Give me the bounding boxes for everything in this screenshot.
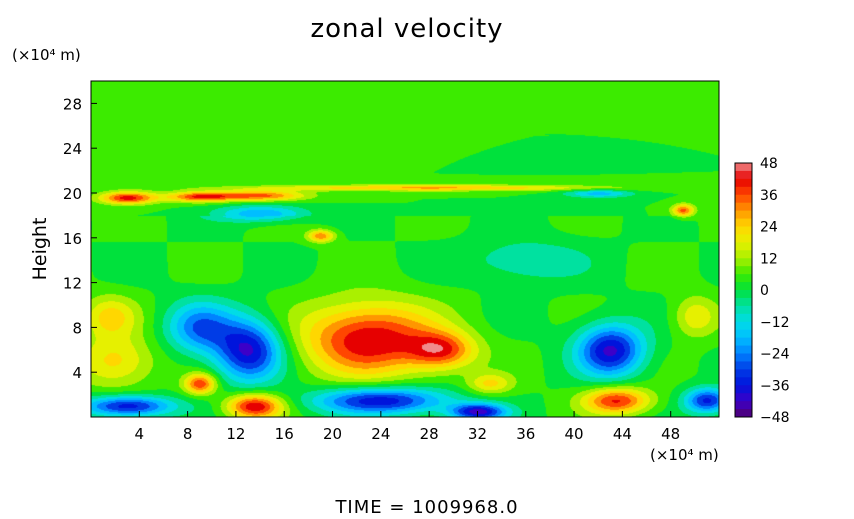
colorbar-tick-label: −24 xyxy=(760,347,790,363)
colorbar-band xyxy=(735,266,752,275)
colorbar-band xyxy=(735,186,752,196)
x-tick-label: 16 xyxy=(275,425,294,443)
colorbar-band xyxy=(735,385,752,394)
colorbar-band xyxy=(735,329,752,339)
y-axis-unit: (×10⁴ m) xyxy=(12,46,81,64)
colorbar-band xyxy=(735,202,752,212)
colorbar-band xyxy=(735,163,752,172)
time-readout: TIME = 1009968.0 xyxy=(0,497,854,518)
x-tick-label: 48 xyxy=(661,425,680,443)
heatmap-image xyxy=(91,81,719,417)
colorbar-tick-label: 36 xyxy=(760,188,778,204)
colorbar-band xyxy=(735,258,752,267)
x-tick-label: 44 xyxy=(613,425,632,443)
colorbar-band xyxy=(735,274,752,283)
x-tick-label: 36 xyxy=(516,425,535,443)
time-value: 1009968.0 xyxy=(412,497,519,518)
x-tick-label: 4 xyxy=(135,425,145,443)
colorbar-tick-label: 48 xyxy=(760,156,778,172)
colorbar-band xyxy=(735,369,752,378)
colorbar-band xyxy=(735,194,752,204)
colorbar-band xyxy=(735,297,752,307)
x-tick-label: 40 xyxy=(565,425,584,443)
y-tick-label: 16 xyxy=(63,230,82,248)
colorbar-band xyxy=(735,361,752,370)
colorbar-band xyxy=(735,250,752,259)
y-tick-label: 24 xyxy=(63,140,82,158)
colorbar-band xyxy=(735,234,752,243)
colorbar-band xyxy=(735,337,752,347)
colorbar-band xyxy=(735,321,752,331)
x-tick-label: 12 xyxy=(226,425,245,443)
colorbar-band xyxy=(735,170,752,180)
y-tick-label: 28 xyxy=(63,95,82,113)
y-ticks: 4 8 12 16 20 24 28 xyxy=(63,95,97,382)
plot-frame xyxy=(90,80,720,418)
colorbar-band xyxy=(735,305,752,315)
x-tick-label: 8 xyxy=(183,425,193,443)
colorbar-band xyxy=(735,345,752,354)
x-tick-label: 24 xyxy=(371,425,390,443)
colorbar-tick-label: −48 xyxy=(760,410,790,426)
y-tick-label: 8 xyxy=(72,319,82,337)
colorbar-tick-label: −36 xyxy=(760,378,790,394)
time-equals: = xyxy=(389,497,406,518)
x-axis-unit: (×10⁴ m) xyxy=(650,446,719,464)
colorbar-tick-label: 12 xyxy=(760,251,778,267)
colorbar-band xyxy=(735,377,752,386)
y-tick-label: 20 xyxy=(63,185,82,203)
colorbar-band xyxy=(735,353,752,362)
colorbar-band xyxy=(735,409,752,418)
heatmap-cells xyxy=(91,81,719,417)
colorbar-band xyxy=(735,282,752,291)
colorbar-tick-label: 0 xyxy=(760,283,769,299)
colorbar-tick-label: −12 xyxy=(760,315,790,331)
colorbar-tick-label: 24 xyxy=(760,220,778,236)
colorbar-band xyxy=(735,401,752,410)
colorbar-band xyxy=(735,313,752,323)
x-tick-label: 32 xyxy=(468,425,487,443)
x-tick-label: 20 xyxy=(323,425,342,443)
colorbar-frame xyxy=(734,162,753,418)
x-tick-label: 28 xyxy=(420,425,439,443)
colorbar-band xyxy=(735,178,752,188)
colorbar-band xyxy=(735,210,752,220)
y-tick-label: 12 xyxy=(63,275,82,293)
colorbar-band xyxy=(735,290,752,299)
colorbar-band xyxy=(735,393,752,402)
colorbar: 48 36 24 12 0 −12 −24 −36 −48 xyxy=(734,156,790,426)
colorbar-band xyxy=(735,218,752,227)
colorbar-band xyxy=(735,242,752,251)
colorbar-band xyxy=(735,226,752,235)
time-label: TIME xyxy=(335,497,383,518)
chart-title: zonal velocity xyxy=(310,14,504,44)
y-tick-label: 4 xyxy=(72,364,82,382)
x-ticks: 4 8 12 16 20 24 28 32 36 40 44 48 xyxy=(135,411,680,443)
